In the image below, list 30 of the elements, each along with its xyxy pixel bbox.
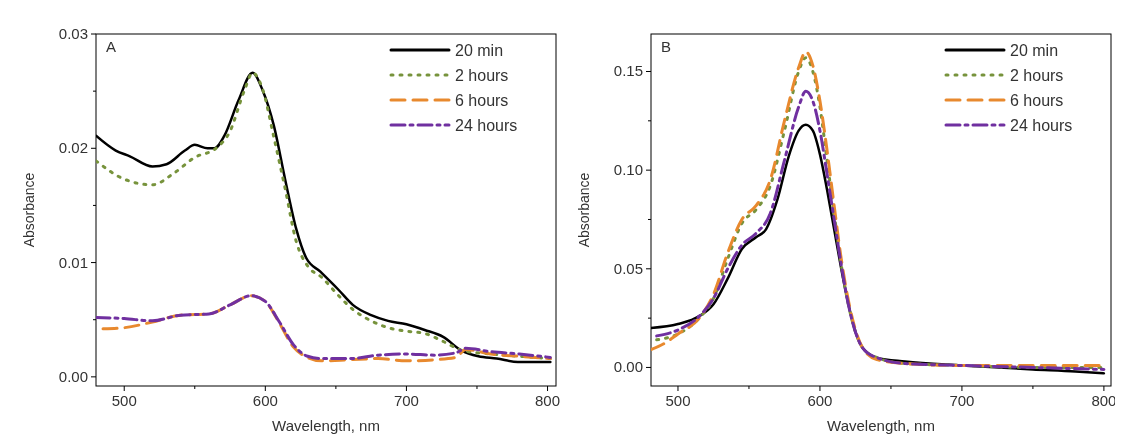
x-tick-label: 700: [949, 392, 975, 409]
x-tick-label: 500: [111, 392, 137, 409]
chart-title: B: [661, 38, 672, 55]
x-tick-label: 500: [665, 392, 691, 409]
legend-label: 6 hours: [455, 92, 509, 109]
x-axis-title: Wavelength, nm: [272, 417, 380, 434]
y-axis-title: Absorbance: [576, 172, 592, 248]
y-tick-label: 0.05: [613, 259, 643, 277]
x-tick-label: 600: [252, 392, 278, 409]
chart-title: A: [106, 38, 117, 55]
x-tick-label: 800: [1091, 392, 1117, 409]
y-tick-label: 0.15: [613, 62, 643, 80]
y-tick-label: 0.00: [58, 367, 88, 385]
y-tick-label: 0.00: [613, 358, 643, 376]
legend-label: 20 min: [455, 42, 504, 59]
legend-label: 2 hours: [1010, 67, 1064, 84]
legend-label: 24 hours: [1010, 117, 1073, 134]
legend-label: 6 hours: [1010, 92, 1064, 109]
x-tick-label: 700: [393, 392, 419, 409]
legend-label: 2 hours: [455, 67, 509, 84]
x-tick-label: 600: [807, 392, 833, 409]
y-axis-title: Absorbance: [21, 172, 37, 248]
x-tick-label: 800: [535, 392, 561, 409]
legend-label: 24 hours: [455, 117, 518, 134]
y-tick-label: 0.01: [58, 253, 88, 271]
y-tick-label: 0.10: [613, 161, 643, 179]
y-tick-label: 0.02: [58, 139, 88, 157]
y-tick-label: 0.03: [58, 25, 88, 42]
legend-label: 20 min: [1010, 42, 1059, 59]
x-axis-title: Wavelength, nm: [827, 417, 935, 434]
